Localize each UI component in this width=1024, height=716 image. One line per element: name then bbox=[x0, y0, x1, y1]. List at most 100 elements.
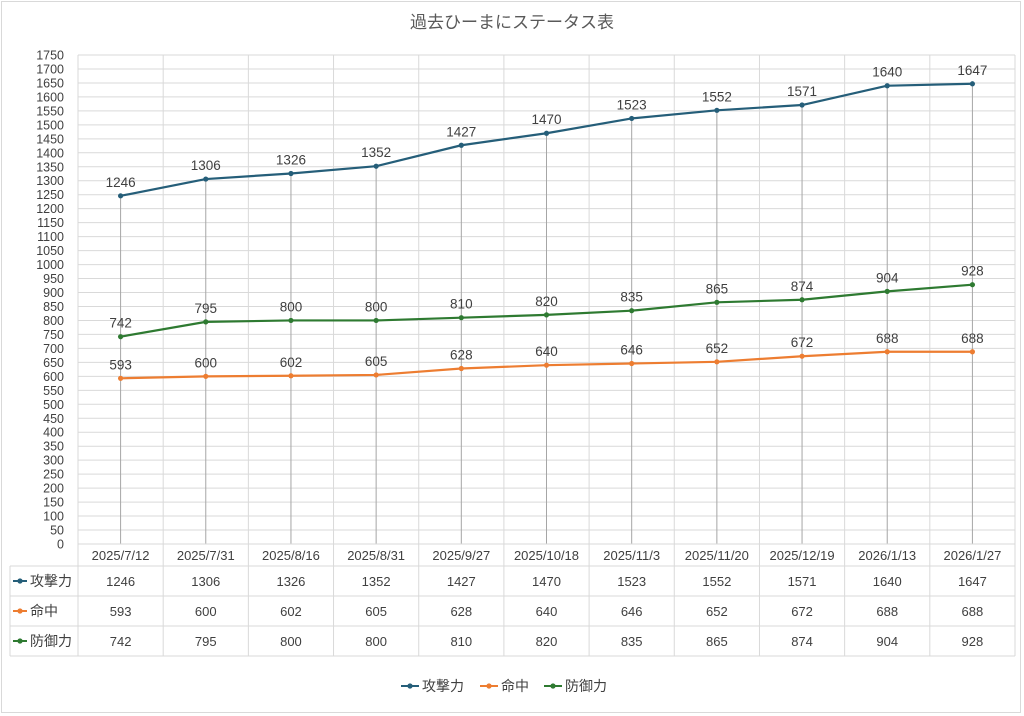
data-point bbox=[799, 297, 805, 303]
data-label: 928 bbox=[961, 264, 984, 279]
data-label: 835 bbox=[620, 290, 643, 305]
data-labels: 1246 1306 1326 1352 1427 1470 1523 1552 1571 1640… bbox=[106, 63, 988, 373]
table-cell: 865 bbox=[706, 634, 728, 649]
y-tick-label: 250 bbox=[43, 468, 64, 482]
legend-marker bbox=[550, 683, 556, 689]
y-tick-label: 1050 bbox=[36, 244, 64, 258]
y-tick-label: 1650 bbox=[36, 76, 64, 90]
data-point bbox=[203, 176, 209, 182]
data-label: 628 bbox=[450, 348, 473, 363]
y-tick-label: 1750 bbox=[36, 49, 64, 63]
y-tick-label: 1450 bbox=[36, 132, 64, 146]
y-tick-label: 1250 bbox=[36, 188, 64, 202]
table-row-label: 命中 bbox=[30, 603, 58, 620]
table-cell: 600 bbox=[195, 604, 217, 619]
data-label: 688 bbox=[961, 331, 984, 346]
table-cell: 1640 bbox=[873, 574, 902, 589]
legend-marker bbox=[486, 683, 492, 689]
data-point bbox=[629, 360, 635, 367]
data-point bbox=[884, 349, 890, 355]
y-tick-label: 950 bbox=[43, 272, 64, 286]
data-label: 652 bbox=[706, 341, 729, 356]
data-point bbox=[117, 375, 124, 381]
data-label: 800 bbox=[280, 299, 303, 314]
data-point bbox=[629, 308, 635, 314]
y-tick-label: 600 bbox=[43, 370, 64, 384]
table-cell: 874 bbox=[791, 634, 813, 649]
y-tick-label: 200 bbox=[43, 482, 64, 496]
table-row-label: 防御力 bbox=[30, 634, 72, 650]
data-label: 688 bbox=[876, 331, 899, 346]
data-label: 1470 bbox=[531, 112, 561, 127]
legend-label: 防御力 bbox=[565, 679, 607, 695]
legend-label: 命中 bbox=[501, 678, 529, 695]
y-tick-label: 500 bbox=[43, 398, 64, 412]
table-cell: 1306 bbox=[191, 574, 220, 589]
x-tick-label: 2025/7/12 bbox=[92, 548, 150, 563]
table-cell: 1523 bbox=[617, 574, 646, 589]
y-tick-label: 1400 bbox=[36, 146, 64, 160]
y-tick-label: 1500 bbox=[36, 118, 64, 132]
x-tick-label: 2025/11/3 bbox=[603, 548, 660, 563]
data-point bbox=[714, 359, 720, 365]
legend: 攻撃力 命中 防御力 bbox=[401, 678, 607, 695]
table-cell: 652 bbox=[706, 604, 728, 619]
table-cell: 800 bbox=[280, 634, 302, 649]
data-point bbox=[458, 315, 464, 321]
table-cell: 742 bbox=[110, 634, 132, 649]
data-label: 1523 bbox=[617, 97, 647, 112]
table-row-label: 攻撃力 bbox=[30, 574, 72, 590]
chart-title: 過去ひーまにステータス表 bbox=[410, 13, 614, 33]
data-point bbox=[203, 319, 209, 325]
legend-marker bbox=[407, 683, 413, 689]
data-label: 904 bbox=[876, 270, 899, 285]
y-axis: 0501001502002503003504004505005506006507… bbox=[36, 49, 64, 552]
data-label: 865 bbox=[706, 281, 729, 296]
data-point bbox=[799, 102, 805, 108]
data-point bbox=[288, 170, 294, 177]
data-label: 593 bbox=[109, 357, 132, 372]
table-cell: 1427 bbox=[447, 574, 476, 589]
x-tick-label: 2026/1/13 bbox=[858, 548, 916, 563]
data-label: 672 bbox=[791, 335, 814, 350]
table-cell: 835 bbox=[621, 634, 643, 649]
data-label: 1246 bbox=[106, 175, 136, 190]
data-label: 1326 bbox=[276, 152, 306, 167]
table-cell: 688 bbox=[876, 604, 898, 619]
data-label: 600 bbox=[195, 355, 218, 370]
data-point bbox=[969, 349, 976, 355]
data-point bbox=[117, 334, 124, 340]
y-tick-label: 900 bbox=[43, 286, 64, 300]
data-point bbox=[458, 142, 464, 148]
table-cell: 640 bbox=[536, 604, 558, 619]
data-label: 646 bbox=[620, 342, 643, 357]
y-tick-label: 350 bbox=[43, 440, 64, 454]
table-legend-marker bbox=[17, 638, 23, 644]
data-label: 1647 bbox=[957, 63, 987, 78]
y-tick-label: 400 bbox=[43, 426, 64, 440]
y-tick-label: 1100 bbox=[37, 230, 64, 244]
y-tick-label: 100 bbox=[43, 510, 64, 524]
data-point bbox=[884, 83, 890, 89]
data-point bbox=[117, 193, 124, 199]
y-tick-label: 1600 bbox=[36, 90, 64, 104]
y-tick-label: 800 bbox=[43, 314, 64, 328]
y-tick-label: 1350 bbox=[36, 160, 64, 174]
data-point bbox=[799, 353, 805, 359]
table-cell: 688 bbox=[962, 604, 984, 619]
data-point bbox=[373, 317, 379, 324]
y-tick-label: 50 bbox=[50, 524, 64, 538]
data-point bbox=[288, 373, 294, 379]
y-tick-label: 1200 bbox=[36, 202, 64, 216]
data-point bbox=[288, 317, 294, 324]
y-tick-label: 700 bbox=[43, 342, 64, 356]
data-label: 810 bbox=[450, 297, 473, 312]
table-cell: 800 bbox=[365, 634, 387, 649]
data-point bbox=[714, 299, 720, 305]
data-point bbox=[629, 115, 635, 122]
table-cell: 1246 bbox=[106, 574, 135, 589]
table-cell: 1552 bbox=[702, 574, 731, 589]
data-label: 1571 bbox=[787, 84, 817, 99]
